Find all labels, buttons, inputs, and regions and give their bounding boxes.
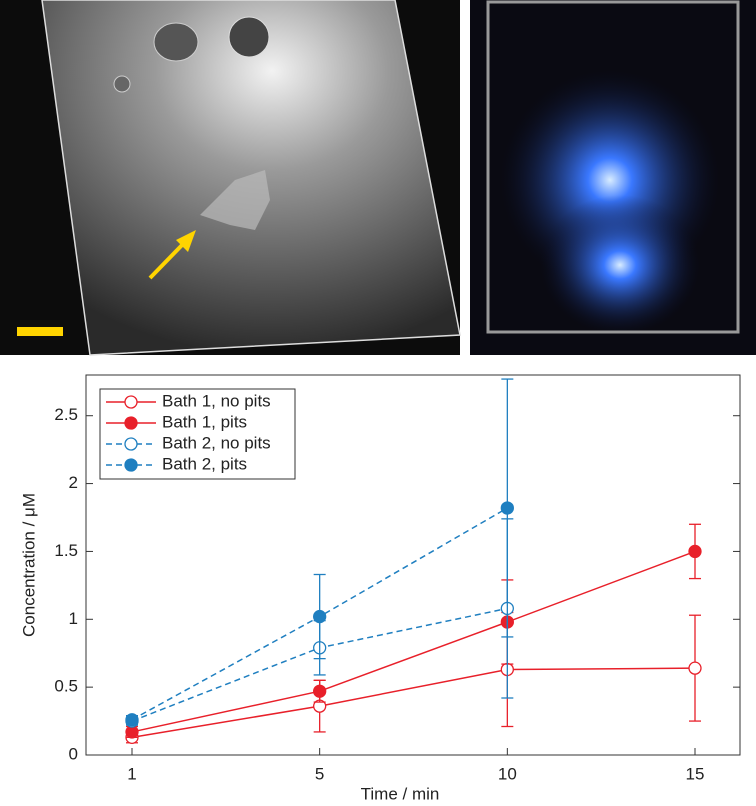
legend-marker [124,437,138,451]
y-tick-label: 0 [69,744,78,763]
legend-label: Bath 2, no pits [162,433,271,452]
legend-label: Bath 2, pits [162,454,247,473]
y-tick-label: 2 [69,473,78,492]
y-tick-label: 0.5 [54,677,78,696]
legend-marker [124,395,138,409]
y-tick-label: 1.5 [54,541,78,560]
photo-right [470,0,756,355]
x-tick-label: 10 [498,764,517,783]
marker [125,725,139,739]
photo-left [0,0,461,356]
marker [313,684,327,698]
marker [125,713,139,727]
x-tick-label: 1 [127,764,136,783]
marker [500,501,514,515]
y-tick-label: 2.5 [54,405,78,424]
series-line [131,550,696,733]
x-tick-label: 5 [315,764,324,783]
marker [313,609,327,624]
marker [688,661,702,675]
y-axis-label: Concentration / μM [19,493,38,637]
series-line [131,667,696,739]
legend-marker [124,458,138,472]
legend-label: Bath 1, pits [162,412,247,431]
x-tick-label: 15 [686,764,705,783]
x-axis-label: Time / min [361,784,440,803]
marker [688,544,702,559]
y-tick-label: 1 [69,609,78,628]
plot-frame [85,374,741,756]
legend-marker [124,416,138,430]
legend-label: Bath 1, no pits [162,391,271,410]
